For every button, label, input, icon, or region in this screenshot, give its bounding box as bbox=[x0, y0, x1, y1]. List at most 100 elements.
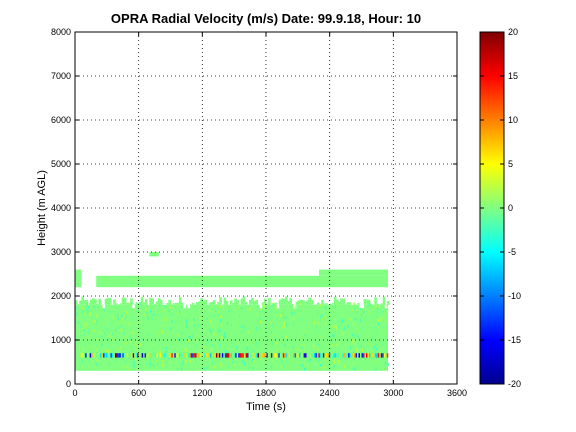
data-cell bbox=[181, 367, 183, 371]
data-cell bbox=[282, 298, 286, 305]
data-cell bbox=[131, 340, 133, 344]
data-cell bbox=[259, 309, 262, 313]
data-cell bbox=[102, 332, 104, 336]
data-cell bbox=[182, 361, 184, 364]
data-cell bbox=[375, 311, 377, 314]
data-cell bbox=[147, 362, 149, 366]
data-cell bbox=[134, 364, 136, 367]
data-cell bbox=[149, 353, 151, 358]
data-cell bbox=[251, 297, 254, 305]
data-cell bbox=[215, 304, 218, 305]
data-cell bbox=[109, 343, 111, 347]
chart-title: OPRA Radial Velocity (m/s) Date: 99.9.18… bbox=[111, 11, 421, 26]
data-cell bbox=[85, 307, 87, 310]
data-cell bbox=[367, 299, 371, 305]
data-cell bbox=[244, 302, 248, 305]
data-cell bbox=[247, 353, 249, 358]
data-cell bbox=[86, 302, 88, 306]
data-cell bbox=[253, 360, 255, 364]
data-cell bbox=[111, 353, 114, 358]
data-cell bbox=[259, 308, 261, 311]
data-cell bbox=[93, 305, 95, 309]
data-cell bbox=[124, 331, 127, 335]
data-cell bbox=[165, 346, 167, 350]
data-cell bbox=[334, 358, 336, 361]
data-cell bbox=[132, 363, 134, 366]
data-cell bbox=[312, 344, 314, 348]
data-cell bbox=[109, 334, 111, 338]
data-cell bbox=[297, 300, 301, 305]
data-cell bbox=[212, 300, 216, 305]
data-cell bbox=[141, 346, 143, 350]
data-cell bbox=[86, 353, 89, 358]
data-cell bbox=[199, 353, 202, 358]
data-cell bbox=[185, 319, 188, 323]
colorbar-tick-label: 5 bbox=[508, 159, 513, 169]
data-cell bbox=[81, 296, 84, 305]
data-cell bbox=[263, 361, 265, 364]
data-gap bbox=[361, 304, 365, 309]
data-cell bbox=[298, 367, 300, 371]
data-cell bbox=[354, 367, 356, 371]
data-cell bbox=[294, 305, 296, 309]
data-cell bbox=[169, 353, 172, 358]
data-cell bbox=[94, 299, 97, 305]
data-block-upper-right bbox=[319, 269, 389, 276]
data-cell bbox=[267, 316, 269, 319]
data-cell bbox=[315, 326, 317, 330]
data-cell bbox=[95, 322, 97, 325]
data-cell bbox=[255, 342, 257, 345]
data-cell bbox=[124, 315, 126, 319]
data-cell bbox=[354, 346, 356, 350]
data-cell bbox=[367, 306, 369, 310]
data-cell bbox=[185, 360, 188, 363]
data-cell bbox=[236, 346, 238, 349]
data-cell bbox=[81, 360, 83, 364]
data-cell bbox=[140, 296, 144, 305]
data-cell bbox=[98, 298, 101, 305]
data-cell bbox=[261, 302, 265, 305]
data-cell bbox=[168, 299, 171, 305]
data-cell bbox=[186, 353, 188, 358]
data-cell bbox=[259, 316, 261, 320]
data-cell bbox=[146, 353, 148, 358]
data-cell bbox=[343, 353, 346, 358]
data-cell bbox=[129, 353, 132, 358]
y-tick-label: 6000 bbox=[51, 115, 71, 125]
data-cell bbox=[123, 332, 125, 335]
data-cell bbox=[333, 334, 335, 338]
data-cell bbox=[308, 353, 310, 358]
data-cell bbox=[232, 353, 234, 358]
data-cell bbox=[378, 305, 380, 309]
data-cell bbox=[269, 318, 272, 321]
data-cell bbox=[209, 353, 212, 358]
data-cell bbox=[125, 359, 127, 363]
data-cell bbox=[356, 351, 358, 355]
data-cell bbox=[127, 367, 129, 371]
data-cell bbox=[166, 353, 169, 358]
data-cell bbox=[275, 306, 277, 309]
data-cell bbox=[252, 349, 254, 353]
data-cell bbox=[245, 347, 247, 350]
data-cell bbox=[123, 342, 125, 345]
data-cell bbox=[113, 319, 115, 323]
data-cell bbox=[297, 332, 299, 336]
data-cell bbox=[136, 303, 140, 305]
data-cell bbox=[130, 340, 132, 344]
data-cell bbox=[206, 317, 208, 321]
data-cell bbox=[117, 317, 119, 321]
data-cell bbox=[361, 349, 363, 352]
data-cell bbox=[94, 353, 96, 358]
data-cell bbox=[355, 313, 357, 316]
data-cell bbox=[269, 321, 271, 324]
data-cell bbox=[166, 350, 168, 354]
data-cell bbox=[285, 353, 288, 358]
data-cell bbox=[153, 313, 155, 316]
data-cell bbox=[87, 310, 89, 314]
data-cell bbox=[125, 336, 127, 340]
data-cell bbox=[360, 314, 363, 317]
data-cell bbox=[224, 322, 226, 326]
data-cell bbox=[82, 353, 84, 358]
data-cell bbox=[276, 353, 279, 358]
data-cell bbox=[267, 353, 270, 358]
